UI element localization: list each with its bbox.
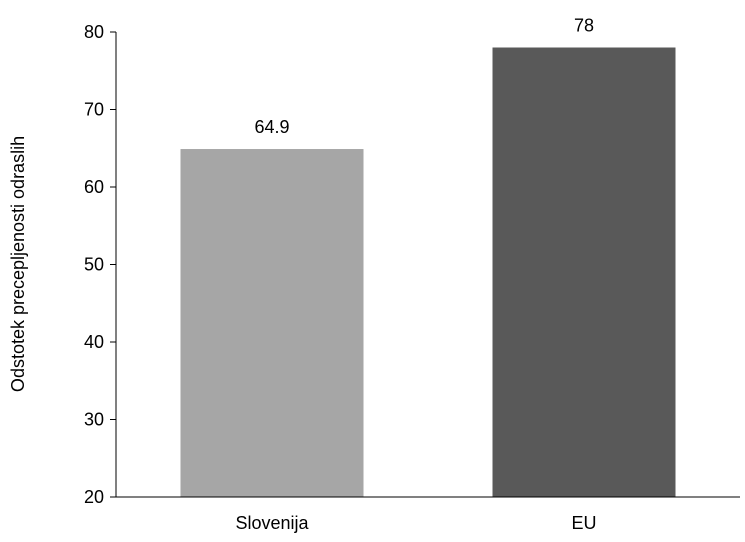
y-tick-label: 30 [84, 410, 104, 430]
x-tick-label: EU [571, 513, 596, 533]
y-tick-label: 70 [84, 100, 104, 120]
y-tick-label: 50 [84, 255, 104, 275]
bar-slovenija [180, 149, 364, 497]
y-tick-label: 80 [84, 22, 104, 42]
data-label: 64.9 [254, 117, 289, 137]
data-label: 78 [574, 16, 594, 36]
x-tick-label: Slovenija [235, 513, 309, 533]
x-tick-labels: Slovenija EU [235, 513, 596, 533]
bar-eu [492, 47, 676, 497]
y-axis-title: Odstotek precepljenosti odraslih [8, 136, 28, 392]
data-labels: 64.9 78 [254, 16, 594, 138]
bars-layer [180, 47, 676, 497]
y-tick-label: 60 [84, 177, 104, 197]
y-tick-label: 20 [84, 487, 104, 507]
y-ticks: 20 30 40 50 60 70 80 [84, 22, 116, 507]
y-tick-label: 40 [84, 332, 104, 352]
